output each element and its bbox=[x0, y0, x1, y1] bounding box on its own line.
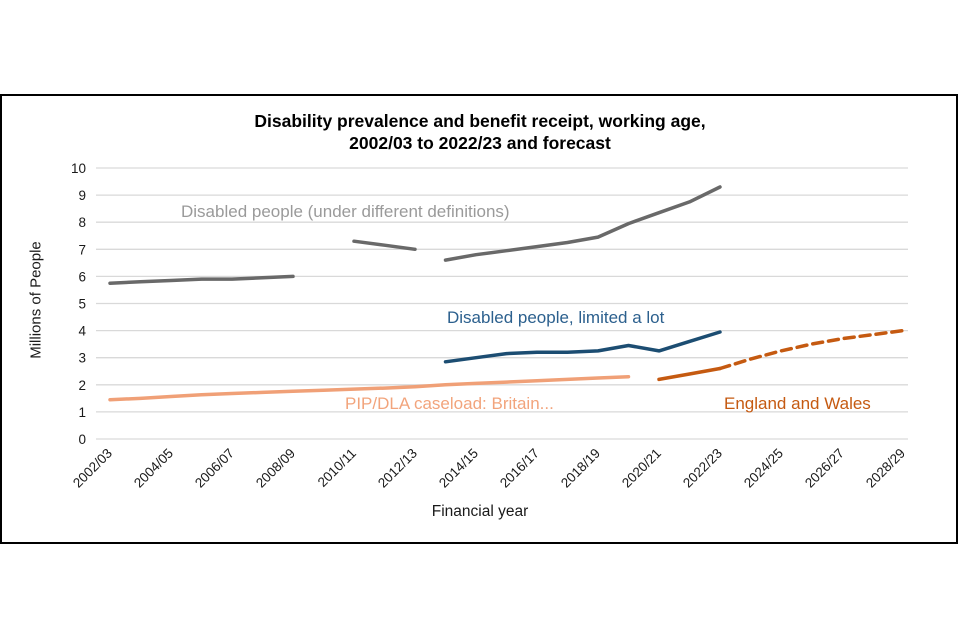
y-tick-label-8: 8 bbox=[78, 215, 86, 230]
y-tick-label-0: 0 bbox=[78, 432, 86, 447]
y-tick-label-5: 5 bbox=[78, 297, 86, 312]
x-tick-label-2016-17: 2016/17 bbox=[497, 446, 542, 491]
chart-title-line1: Disability prevalence and benefit receip… bbox=[254, 111, 706, 131]
y-tick-label-1: 1 bbox=[78, 405, 86, 420]
x-tick-label-2010-11: 2010/11 bbox=[315, 446, 359, 490]
y-tick-label-4: 4 bbox=[78, 324, 86, 339]
y-tick-label-2: 2 bbox=[78, 378, 86, 393]
series-line-1-seg-0 bbox=[443, 330, 722, 364]
series-line-0-seg-1 bbox=[352, 239, 417, 252]
y-tick-label-3: 3 bbox=[78, 351, 86, 366]
chart-title: Disability prevalence and benefit receip… bbox=[80, 110, 880, 154]
x-tick-label-2014-15: 2014/15 bbox=[436, 446, 481, 491]
x-tick-label-2022-23: 2022/23 bbox=[680, 446, 725, 491]
x-tick-label-2002-03: 2002/03 bbox=[70, 446, 115, 491]
x-tick-label-2008-09: 2008/09 bbox=[253, 446, 298, 491]
y-tick-label-9: 9 bbox=[78, 188, 86, 203]
x-tick-label-2026-27: 2026/27 bbox=[802, 446, 847, 491]
series-line-3-seg-0 bbox=[657, 366, 722, 382]
series-line-3-seg-1 bbox=[718, 328, 905, 371]
series-label-pip-dla-caseload-britain: PIP/DLA caseload: Britain... bbox=[345, 394, 554, 413]
x-tick-label-2004-05: 2004/05 bbox=[131, 446, 176, 491]
series-line-0-seg-2 bbox=[443, 185, 722, 262]
chart-frame bbox=[0, 94, 958, 544]
y-tick-label-10: 10 bbox=[71, 161, 86, 176]
x-tick-label-2012-13: 2012/13 bbox=[375, 446, 420, 491]
x-tick-label-2018-19: 2018/19 bbox=[558, 446, 603, 491]
x-tick-label-2020-21: 2020/21 bbox=[619, 446, 664, 491]
y-axis-title: Millions of People bbox=[27, 241, 45, 359]
x-tick-label-2028-29: 2028/29 bbox=[863, 446, 908, 491]
chart-title-line2: 2002/03 to 2022/23 and forecast bbox=[349, 133, 611, 153]
y-tick-label-6: 6 bbox=[78, 269, 86, 284]
series-label-disabled-limited-a-lot: Disabled people, limited a lot bbox=[447, 308, 665, 327]
series-label-england-and-wales: England and Wales bbox=[724, 394, 871, 413]
series-line-2-seg-0 bbox=[108, 374, 631, 402]
x-tick-label-2006-07: 2006/07 bbox=[192, 446, 237, 491]
series-line-0-seg-0 bbox=[108, 274, 295, 285]
x-axis-title: Financial year bbox=[431, 503, 529, 520]
y-tick-label-7: 7 bbox=[78, 242, 86, 257]
series-label-disabled-people-definitions: Disabled people (under different definit… bbox=[181, 202, 510, 221]
x-tick-label-2024-25: 2024/25 bbox=[741, 446, 786, 491]
